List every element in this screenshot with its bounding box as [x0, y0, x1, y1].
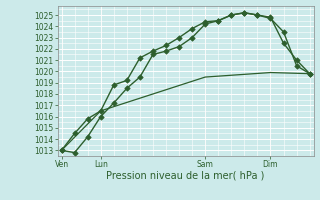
- X-axis label: Pression niveau de la mer( hPa ): Pression niveau de la mer( hPa ): [107, 171, 265, 181]
